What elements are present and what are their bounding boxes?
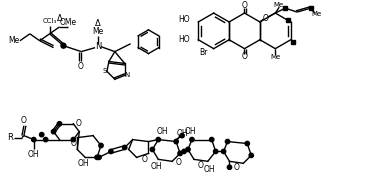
Circle shape (222, 149, 226, 154)
Text: HO: HO (179, 35, 190, 44)
Text: OH: OH (78, 159, 89, 168)
Text: O: O (175, 158, 181, 167)
Bar (283, 6, 287, 10)
Circle shape (51, 129, 56, 134)
Text: O: O (77, 62, 83, 71)
Circle shape (182, 149, 186, 154)
Circle shape (180, 133, 184, 138)
Circle shape (71, 137, 75, 142)
Text: OH: OH (204, 165, 216, 174)
Text: O: O (198, 161, 204, 170)
Text: HO: HO (179, 15, 190, 25)
Circle shape (32, 137, 36, 142)
Bar (291, 40, 295, 44)
Text: Δ: Δ (95, 19, 101, 28)
Bar (286, 18, 290, 22)
Circle shape (213, 149, 218, 154)
Text: OH: OH (151, 162, 162, 171)
Text: CCl₃: CCl₃ (43, 18, 57, 24)
Circle shape (210, 137, 214, 142)
Text: S: S (103, 68, 107, 74)
Circle shape (249, 153, 253, 158)
Text: Br: Br (200, 48, 208, 57)
Text: OH: OH (28, 150, 40, 159)
Text: OH: OH (176, 129, 188, 138)
Text: Me: Me (312, 11, 322, 17)
Circle shape (186, 147, 190, 152)
Circle shape (227, 165, 232, 169)
Text: O: O (21, 116, 27, 125)
Text: OH: OH (184, 127, 196, 136)
Circle shape (156, 137, 160, 142)
Text: N: N (124, 72, 129, 78)
Text: O: O (263, 13, 269, 22)
Circle shape (174, 139, 178, 144)
Circle shape (150, 147, 154, 152)
Circle shape (95, 155, 99, 160)
Text: Me: Me (9, 36, 20, 45)
Circle shape (178, 151, 182, 156)
Text: Me: Me (273, 2, 283, 8)
Circle shape (245, 141, 250, 146)
Text: N: N (95, 42, 101, 51)
Text: OH: OH (156, 127, 168, 136)
Circle shape (61, 43, 66, 48)
Bar (309, 6, 313, 10)
Circle shape (44, 137, 48, 142)
Text: O: O (242, 1, 247, 10)
Circle shape (190, 137, 194, 142)
Text: O: O (233, 163, 239, 172)
Circle shape (57, 122, 62, 126)
Text: O: O (75, 119, 81, 128)
Text: Me: Me (93, 27, 104, 36)
Circle shape (99, 143, 103, 148)
Circle shape (123, 145, 127, 150)
Text: Δ: Δ (57, 13, 62, 22)
Text: R: R (7, 133, 13, 142)
Circle shape (97, 155, 101, 160)
Circle shape (109, 149, 113, 154)
Text: O: O (242, 52, 247, 61)
Circle shape (225, 139, 230, 144)
Text: O: O (70, 139, 76, 148)
Text: O: O (142, 155, 147, 164)
Text: OMe: OMe (60, 19, 77, 27)
Text: Me: Me (270, 53, 280, 60)
Circle shape (40, 132, 44, 137)
